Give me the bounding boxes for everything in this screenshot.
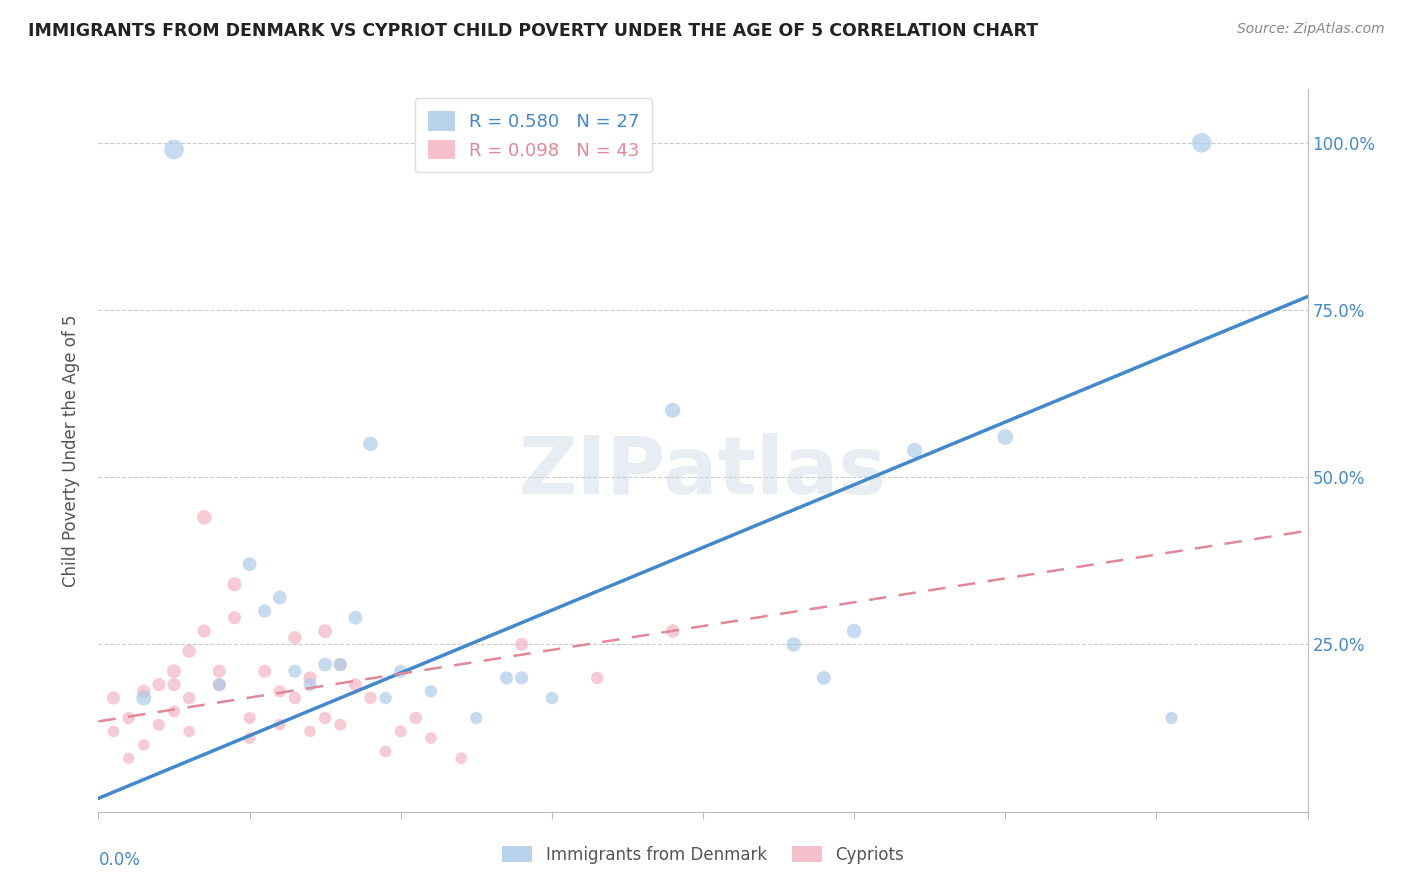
Point	[299, 724, 322, 739]
Point	[269, 717, 291, 731]
Point	[193, 510, 215, 524]
Point	[118, 711, 141, 725]
Point	[360, 690, 382, 705]
Point	[1160, 711, 1182, 725]
Point	[586, 671, 609, 685]
Point	[450, 751, 472, 765]
Point	[239, 557, 262, 572]
Point	[163, 705, 186, 719]
Point	[994, 430, 1017, 444]
Point	[661, 403, 683, 417]
Point	[103, 690, 125, 705]
Point	[179, 690, 201, 705]
Text: 0.0%: 0.0%	[98, 852, 141, 870]
Point	[103, 724, 125, 739]
Point	[239, 711, 262, 725]
Point	[239, 731, 262, 746]
Point	[329, 657, 352, 672]
Point	[540, 690, 562, 705]
Point	[344, 678, 367, 692]
Point	[344, 611, 367, 625]
Point	[299, 671, 322, 685]
Point	[208, 678, 231, 692]
Point	[314, 711, 336, 725]
Point	[299, 678, 322, 692]
Legend: Immigrants from Denmark, Cypriots: Immigrants from Denmark, Cypriots	[495, 839, 911, 871]
Point	[284, 690, 307, 705]
Point	[163, 664, 186, 679]
Point	[314, 624, 336, 639]
Point	[224, 611, 246, 625]
Text: ZIPatlas: ZIPatlas	[519, 434, 887, 511]
Point	[148, 678, 170, 692]
Point	[510, 637, 533, 651]
Point	[284, 664, 307, 679]
Point	[844, 624, 866, 639]
Point	[495, 671, 517, 685]
Point	[253, 664, 276, 679]
Point	[148, 717, 170, 731]
Point	[783, 637, 806, 651]
Point	[132, 684, 155, 698]
Point	[420, 684, 443, 698]
Point	[269, 591, 291, 605]
Text: Source: ZipAtlas.com: Source: ZipAtlas.com	[1237, 22, 1385, 37]
Point	[284, 631, 307, 645]
Point	[329, 717, 352, 731]
Point	[179, 724, 201, 739]
Point	[389, 664, 412, 679]
Point	[314, 657, 336, 672]
Point	[661, 624, 683, 639]
Point	[813, 671, 835, 685]
Point	[374, 744, 396, 758]
Point	[904, 443, 927, 458]
Point	[329, 657, 352, 672]
Point	[179, 644, 201, 658]
Point	[269, 684, 291, 698]
Text: IMMIGRANTS FROM DENMARK VS CYPRIOT CHILD POVERTY UNDER THE AGE OF 5 CORRELATION : IMMIGRANTS FROM DENMARK VS CYPRIOT CHILD…	[28, 22, 1038, 40]
Point	[132, 690, 155, 705]
Point	[510, 671, 533, 685]
Point	[253, 604, 276, 618]
Y-axis label: Child Poverty Under the Age of 5: Child Poverty Under the Age of 5	[62, 314, 80, 587]
Point	[193, 624, 215, 639]
Point	[360, 436, 382, 450]
Legend: R = 0.580   N = 27, R = 0.098   N = 43: R = 0.580 N = 27, R = 0.098 N = 43	[415, 98, 652, 172]
Point	[1191, 136, 1213, 150]
Point	[163, 143, 186, 157]
Point	[405, 711, 427, 725]
Point	[224, 577, 246, 591]
Point	[208, 678, 231, 692]
Point	[465, 711, 488, 725]
Point	[118, 751, 141, 765]
Point	[374, 690, 396, 705]
Point	[208, 664, 231, 679]
Point	[132, 738, 155, 752]
Point	[389, 724, 412, 739]
Point	[163, 678, 186, 692]
Point	[420, 731, 443, 746]
